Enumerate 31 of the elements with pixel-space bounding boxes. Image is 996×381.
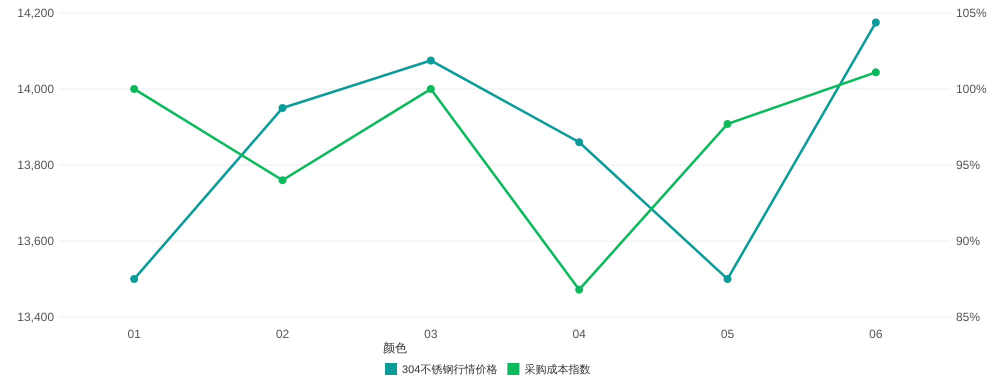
y-tick-label: 13,400 (17, 310, 54, 324)
legend-title: 颜色 (383, 341, 407, 355)
legend-label: 采购成本指数 (524, 363, 590, 376)
x-tick-label: 06 (869, 327, 883, 341)
point (130, 85, 138, 93)
point (724, 120, 732, 128)
point (872, 68, 880, 76)
point (575, 138, 584, 146)
point (278, 176, 286, 184)
y2-tick-label: 105% (956, 6, 988, 20)
y-tick-label: 13,600 (17, 234, 54, 248)
y2-tick-label: 90% (956, 234, 980, 248)
point (130, 275, 138, 283)
point (426, 85, 435, 93)
point (724, 275, 732, 283)
x-tick-label: 05 (720, 327, 734, 341)
point (426, 56, 435, 64)
x-tick-label: 02 (276, 327, 290, 341)
y2-tick-label: 85% (956, 310, 980, 324)
y2-tick-label: 95% (956, 158, 980, 172)
x-tick-label: 01 (127, 327, 142, 341)
y-tick-label: 14,200 (17, 6, 54, 20)
y-tick-label: 14,000 (17, 82, 54, 96)
point (872, 18, 880, 26)
point (278, 104, 286, 112)
y-tick-label: 13,800 (17, 158, 54, 172)
legend-label: 304不锈钢行情价格 (402, 363, 498, 376)
x-tick-label: 04 (572, 327, 586, 341)
point (575, 286, 584, 294)
y2-tick-label: 100% (956, 82, 988, 96)
x-tick-label: 03 (424, 327, 438, 341)
